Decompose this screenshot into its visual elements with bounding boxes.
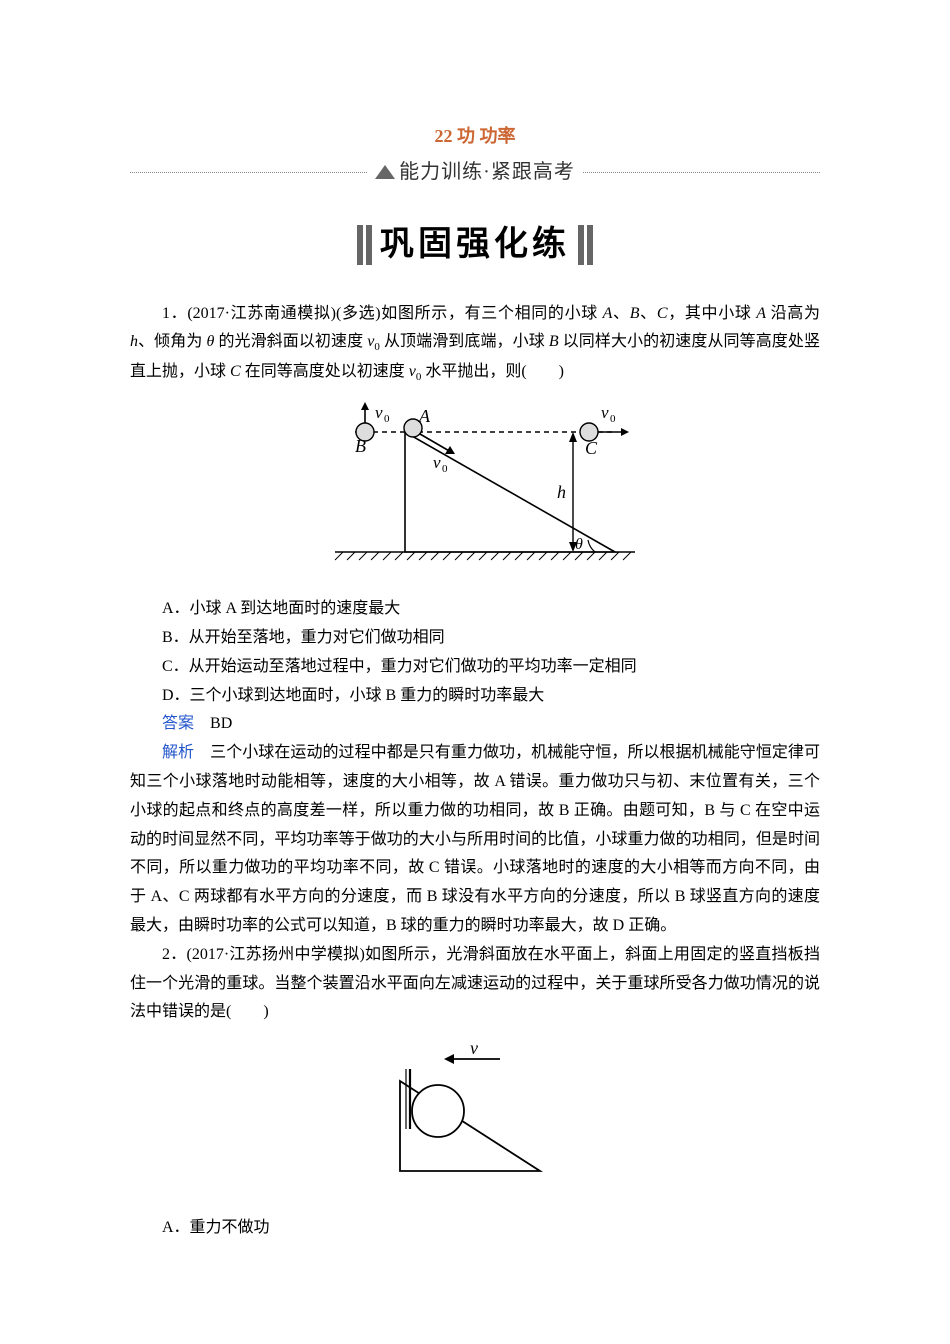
svg-text:h: h (557, 482, 566, 502)
figure-2: v (130, 1041, 820, 1202)
heading-text: 巩固强化练 (380, 214, 570, 275)
svg-text:0: 0 (384, 413, 390, 425)
t: 从顶端滑到底端，小球 (380, 333, 549, 350)
explain-text: 三个小球在运动的过程中都是只有重力做功，机械能守恒，所以根据机械能守恒定律可知三… (130, 744, 820, 934)
svg-text:v: v (375, 403, 383, 422)
svg-text:A: A (418, 406, 431, 426)
svg-text:0: 0 (610, 413, 616, 425)
t: 水平抛出，则( ) (421, 363, 564, 380)
svg-text:v: v (470, 1041, 478, 1058)
q1-optC: C．从开始运动至落地过程中，重力对它们做功的平均功率一定相同 (130, 653, 820, 682)
answer-label: 答案 (162, 715, 194, 732)
dotline-right (583, 172, 820, 173)
q1-optA: A．小球 A 到达地面时的速度最大 (130, 595, 820, 624)
q1-answer: 答案 BD (130, 710, 820, 739)
answer-value: BD (194, 715, 232, 732)
banner-mid: 能力训练·紧跟高考 (375, 154, 575, 190)
explain-label: 解析 (162, 744, 194, 761)
q1-stem-a: 1．(2017·江苏南通模拟)(多选)如图所示，有三个相同的小球 (162, 305, 603, 322)
svg-text:v: v (601, 403, 609, 422)
svg-text:v: v (433, 453, 441, 472)
t: 、 (612, 305, 629, 322)
t: ，其中小球 (668, 305, 757, 322)
t: 的光滑斜面以初速度 (214, 333, 367, 350)
vbar-left-icon (357, 225, 372, 265)
banner-text: 能力训练·紧跟高考 (399, 154, 575, 190)
q2-stem: 2．(2017·江苏扬州中学模拟)如图所示，光滑斜面放在水平面上，斜面上用固定的… (130, 941, 820, 1027)
figure-1: v 0 B A v 0 v 0 C h θ (130, 402, 820, 583)
heading-block: 巩固强化练 (130, 208, 820, 281)
t: 、 (640, 305, 657, 322)
svg-text:θ: θ (575, 536, 583, 553)
svg-text:0: 0 (442, 463, 448, 475)
vbar-right-icon (578, 225, 593, 265)
svg-text:B: B (355, 436, 366, 456)
q1-optD: D．三个小球到达地面时，小球 B 重力的瞬时功率最大 (130, 682, 820, 711)
page-title: 22 功 功率 (130, 120, 820, 152)
q1-explain: 解析 三个小球在运动的过程中都是只有重力做功，机械能守恒，所以根据机械能守恒定律… (130, 739, 820, 941)
t: 、倾角为 (138, 333, 207, 350)
dotline-left (130, 172, 367, 173)
q2-optA: A．重力不做功 (130, 1214, 820, 1243)
t: 沿高为 (766, 305, 820, 322)
heading-box: 巩固强化练 (347, 208, 603, 281)
q1-stem: 1．(2017·江苏南通模拟)(多选)如图所示，有三个相同的小球 A、B、C，其… (130, 300, 820, 389)
triangle-icon (375, 165, 395, 179)
svg-text:C: C (585, 438, 598, 458)
t: 在同等高度处以初速度 (241, 363, 409, 380)
q1-optB: B．从开始至落地，重力对它们做功相同 (130, 624, 820, 653)
banner-row: 能力训练·紧跟高考 (130, 154, 820, 190)
